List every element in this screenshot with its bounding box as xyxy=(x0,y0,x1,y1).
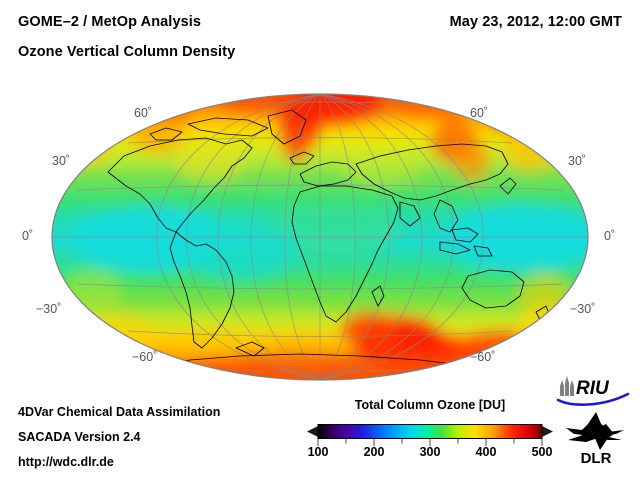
dlr-wordmark: DLR xyxy=(581,450,612,466)
page-title: GOME–2 / MetOp Analysis xyxy=(18,14,202,30)
colorbar-tick-500: 500 xyxy=(531,445,553,459)
lat-label-left-minus60: −60˚ xyxy=(132,350,158,364)
lat-label-right-minus30: −30˚ xyxy=(570,302,596,316)
lat-label-left-30: 30˚ xyxy=(52,154,71,168)
riu-logo: RIU xyxy=(556,376,630,406)
colorbar-extend-high xyxy=(542,426,553,437)
colorbar-title: Total Column Ozone [DU] xyxy=(354,398,506,412)
colorbar-tick-200: 200 xyxy=(363,445,385,459)
lat-label-right-0: 0˚ xyxy=(604,229,616,243)
lat-label-left-minus30: −30˚ xyxy=(36,302,62,316)
lat-label-left-60: 60˚ xyxy=(134,106,153,120)
footer-url: http://wdc.dlr.de xyxy=(18,455,114,469)
colorbar-scale xyxy=(307,424,553,446)
lat-label-right-minus60: −60˚ xyxy=(470,350,496,364)
colorbar: Total Column Ozone [DU] xyxy=(305,398,555,476)
colorbar-extend-low xyxy=(307,426,318,437)
footer-method: 4DVar Chemical Data Assimilation xyxy=(18,405,221,419)
riu-mark-icon xyxy=(560,376,574,396)
dlr-pinwheel-icon xyxy=(566,412,624,450)
riu-swoosh-icon xyxy=(556,392,630,406)
page-subtitle: Ozone Vertical Column Density xyxy=(18,44,236,60)
lat-label-left-0: 0˚ xyxy=(22,229,34,243)
colorbar-ticks xyxy=(317,439,543,446)
lat-label-right-60: 60˚ xyxy=(470,106,489,120)
ozone-map: 60˚ 30˚ 0˚ −30˚ −60˚ 60˚ 30˚ 0˚ −30˚ −60… xyxy=(0,80,640,390)
dlr-logo: DLR xyxy=(566,412,624,466)
map-canvas xyxy=(51,93,589,381)
footer-version: SACADA Version 2.4 xyxy=(18,430,141,444)
colorbar-tick-100: 100 xyxy=(307,445,329,459)
map-outline xyxy=(51,93,589,381)
riu-wordmark: RIU xyxy=(576,378,610,399)
colorbar-tick-400: 400 xyxy=(475,445,497,459)
colorbar-tick-300: 300 xyxy=(419,445,441,459)
lat-label-right-30: 30˚ xyxy=(568,154,587,168)
observation-datetime: May 23, 2012, 12:00 GMT xyxy=(449,14,622,30)
